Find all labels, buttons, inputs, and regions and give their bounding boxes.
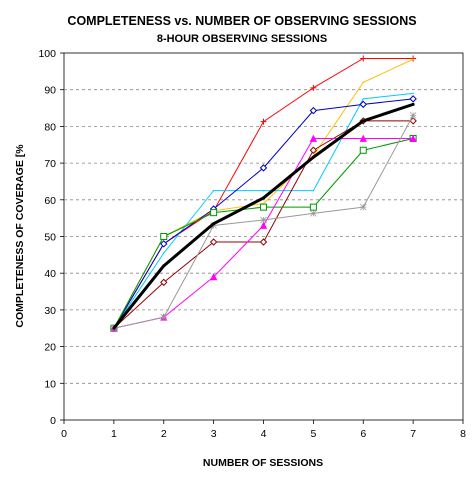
x-tick-label: 7: [410, 428, 416, 440]
y-tick-label: 0: [50, 415, 56, 427]
x-tick-label: 1: [111, 428, 117, 440]
y-tick-label: 80: [44, 121, 56, 133]
data-point: [310, 84, 317, 91]
chart-subtitle: 8-HOUR OBSERVING SESSIONS: [157, 33, 327, 45]
data-point: [260, 216, 267, 224]
data-point: [362, 81, 365, 84]
data-point: [310, 210, 317, 217]
series-8: [112, 102, 415, 330]
data-point: [312, 189, 315, 192]
x-tick-label: 4: [261, 428, 267, 440]
data-point: [359, 203, 367, 211]
data-point: [309, 203, 317, 211]
data-point: [360, 55, 367, 62]
y-tick-label: 90: [44, 85, 56, 97]
data-point: [210, 209, 218, 217]
data-point: [311, 155, 315, 159]
x-axis-ticks: 0 1 2 3 4 5 6 7 8: [61, 420, 466, 440]
data-point: [262, 196, 265, 200]
y-tick-label: 100: [38, 48, 56, 60]
y-tick-label: 30: [44, 305, 56, 317]
data-point: [411, 102, 415, 106]
data-point: [260, 118, 267, 125]
y-tick-label: 20: [44, 342, 56, 354]
data-point: [409, 112, 417, 119]
data-point: [412, 92, 414, 95]
chart-title: COMPLETENESS vs. NUMBER OF OBSERVING SES…: [67, 14, 416, 28]
data-point: [409, 134, 417, 142]
y-axis-ticks: 0 10 20 30 40 50 60 70 80 90 100: [38, 48, 64, 427]
data-point: [412, 58, 414, 61]
data-point: [361, 119, 365, 123]
data-point: [409, 95, 417, 103]
y-axis-title: COMPLETENESS OF COVERAGE [%: [14, 144, 26, 328]
x-tick-label: 8: [460, 428, 466, 440]
data-point: [262, 189, 265, 192]
data-point: [260, 203, 267, 211]
y-tick-label: 50: [44, 232, 56, 244]
data-point: [209, 272, 218, 281]
data-point: [309, 146, 318, 154]
y-tick-label: 40: [44, 268, 56, 280]
x-axis-title: NUMBER OF SESSIONS: [203, 457, 323, 469]
x-tick-label: 0: [61, 428, 67, 440]
data-point: [259, 238, 268, 246]
x-tick-label: 6: [360, 428, 366, 440]
x-tick-label: 5: [310, 428, 316, 440]
data-point: [160, 240, 168, 248]
y-tick-label: 70: [44, 158, 56, 170]
data-point: [359, 100, 367, 109]
data-point: [362, 98, 365, 100]
data-point: [212, 222, 216, 226]
data-point: [309, 106, 318, 115]
data-point: [212, 189, 215, 192]
data-point: [160, 313, 168, 321]
y-tick-label: 10: [44, 378, 56, 390]
series-5: [110, 135, 417, 332]
data-point: [259, 164, 268, 172]
data-point: [309, 134, 318, 142]
x-tick-label: 3: [211, 428, 217, 440]
data-point: [209, 238, 218, 246]
data-point: [160, 278, 168, 287]
data-point: [162, 264, 166, 268]
data-point: [112, 326, 116, 330]
gridlines: [64, 89, 463, 384]
series-layer: [110, 55, 417, 332]
data-point: [160, 233, 168, 240]
data-point: [162, 252, 165, 254]
data-point: [359, 146, 367, 154]
y-tick-label: 60: [44, 195, 56, 207]
series-2: [113, 92, 414, 330]
data-point: [259, 221, 268, 229]
x-tick-label: 2: [161, 428, 167, 440]
data-point: [359, 134, 367, 142]
